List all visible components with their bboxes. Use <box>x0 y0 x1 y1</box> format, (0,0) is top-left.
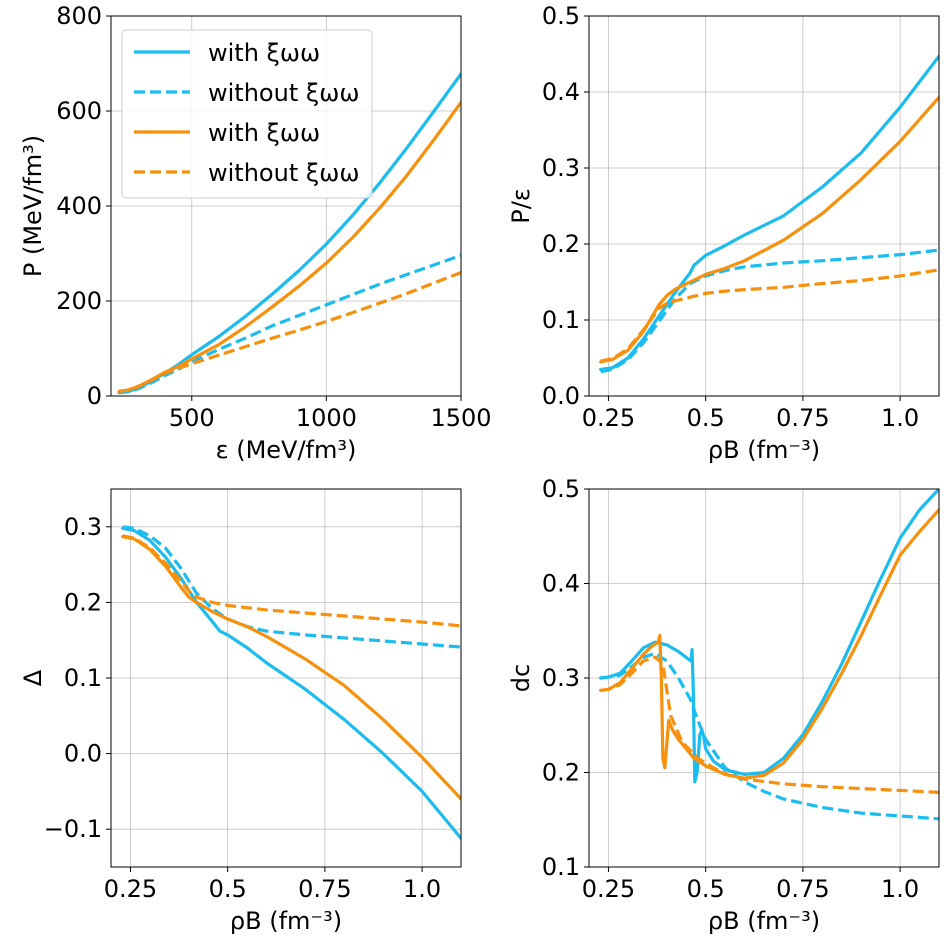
legend-box <box>121 29 373 199</box>
y-tick-label: 0.5 <box>542 475 580 503</box>
series-line-without-blue <box>118 253 461 395</box>
x-tick-label: 1500 <box>430 404 491 432</box>
series-group <box>599 54 939 374</box>
series-line-with-blue <box>121 526 461 840</box>
x-tick-label: 0.75 <box>776 404 829 432</box>
x-tick-label: 0.5 <box>687 404 725 432</box>
y-axis-label: Δ <box>19 669 47 686</box>
chart-panel-delta: 0.25 0.5 0.75 1.0 −0.1 0.0 0.1 0.2 0.3 ρB (fm⁻³) Δ <box>19 488 462 935</box>
y-tick-label: 0.2 <box>64 588 102 616</box>
y-tick-label: 0.3 <box>542 664 580 692</box>
series-line-with-orange <box>599 95 939 364</box>
y-tick-label: 200 <box>56 287 102 315</box>
y-tick-label: −0.1 <box>44 815 102 843</box>
x-axis-label: ρB (fm⁻³) <box>230 907 342 935</box>
series-line-without-blue <box>122 525 461 649</box>
x-tick-label: 500 <box>169 404 215 432</box>
series-line-without-blue <box>600 248 939 374</box>
x-tick-label: 0.5 <box>687 875 725 903</box>
x-tick-label: 1.0 <box>403 875 441 903</box>
series-line-with-orange <box>121 535 461 801</box>
x-tick-label: 1.0 <box>881 875 919 903</box>
y-tick-label: 800 <box>56 2 102 30</box>
x-tick-label: 0.75 <box>776 875 829 903</box>
plot-frame <box>588 15 940 397</box>
x-tick-label: 1000 <box>296 404 357 432</box>
y-tick-label: 0.0 <box>542 382 580 410</box>
legend-label: without ξωω <box>208 79 359 107</box>
y-tick-label: 400 <box>56 192 102 220</box>
y-tick-label: 0.1 <box>542 306 580 334</box>
y-tick-label: 0.3 <box>64 513 102 541</box>
y-tick-label: 0.4 <box>542 78 580 106</box>
y-tick-label: 0.2 <box>542 230 580 258</box>
y-tick-label: 0.5 <box>542 2 580 30</box>
x-tick-label: 0.75 <box>298 875 351 903</box>
x-tick-label: 0.5 <box>209 875 247 903</box>
legend-label: without ξωω <box>208 159 359 187</box>
y-axis-label: P/ε <box>507 188 535 224</box>
x-tick-label: 1.0 <box>881 404 919 432</box>
series-line-with-orange <box>117 100 461 393</box>
legend-label: with ξωω <box>208 39 320 67</box>
y-axis-label: P (MeV/fm³) <box>19 135 47 277</box>
y-tick-label: 0.3 <box>542 154 580 182</box>
series-line-with-blue <box>599 54 939 371</box>
chart-panel-p-over-eps: 0.25 0.5 0.75 1.0 0.0 0.1 0.2 0.3 0.4 0.5 ρB (fm⁻³… <box>507 2 940 464</box>
x-tick-label: 0.25 <box>104 875 157 903</box>
series-line-without-orange <box>122 534 461 628</box>
y-tick-label: 0.0 <box>64 740 102 768</box>
x-axis-label: ρB (fm⁻³) <box>708 907 820 935</box>
series-line-without-orange <box>600 268 939 363</box>
y-axis-label: dc <box>507 664 535 692</box>
legend-label: with ξωω <box>208 119 320 147</box>
series-group <box>599 489 939 821</box>
y-tick-label: 0 <box>87 382 102 410</box>
series-line-without-orange <box>118 271 461 393</box>
series-group <box>121 525 461 840</box>
x-tick-label: 0.25 <box>582 404 635 432</box>
y-tick-label: 0.4 <box>542 570 580 598</box>
chart-panel-dc: 0.25 0.5 0.75 1.0 0.1 0.2 0.3 0.4 0.5 ρB (fm⁻³) dc <box>507 475 940 935</box>
series-group <box>117 72 461 395</box>
x-tick-label: 0.25 <box>582 875 635 903</box>
series-line-without-orange <box>600 655 939 794</box>
legend: with ξωω without ξωω with ξωω without ξωω <box>121 29 373 199</box>
y-tick-label: 0.1 <box>542 853 580 881</box>
x-axis-label: ρB (fm⁻³) <box>708 436 820 464</box>
y-tick-label: 0.1 <box>64 664 102 692</box>
y-tick-label: 600 <box>56 97 102 125</box>
series-line-with-blue <box>599 489 939 784</box>
x-axis-label: ε (MeV/fm³) <box>216 436 357 464</box>
series-line-with-orange <box>599 508 939 780</box>
chart-panel-pressure: 500 1000 1500 0 200 400 600 800 ε (MeV/fm³) P (Me… <box>19 2 492 464</box>
y-tick-label: 0.2 <box>542 759 580 787</box>
